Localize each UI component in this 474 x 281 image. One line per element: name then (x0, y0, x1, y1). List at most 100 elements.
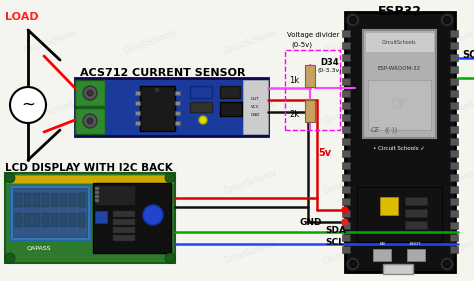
Bar (69, 193, 76, 207)
Bar (93, 183, 171, 253)
Text: CircuitSchools/: CircuitSchools/ (122, 167, 178, 195)
Circle shape (83, 114, 97, 128)
Bar (113, 227, 135, 233)
Circle shape (342, 207, 348, 213)
Bar (342, 210, 350, 217)
Bar (342, 222, 350, 229)
Bar (42, 193, 49, 207)
Bar (95, 195, 99, 198)
Bar (342, 30, 350, 37)
Bar (10, 185, 90, 240)
Circle shape (440, 13, 454, 27)
Bar (342, 66, 350, 73)
Bar (373, 249, 391, 261)
Text: CircuitSchools/: CircuitSchools/ (422, 27, 474, 55)
Bar (450, 174, 458, 181)
Bar (405, 221, 427, 229)
Circle shape (165, 173, 175, 183)
Bar (450, 138, 458, 145)
Bar (175, 101, 180, 105)
Bar (75, 78, 268, 136)
Bar (285, 50, 340, 130)
Circle shape (346, 13, 360, 27)
Bar (190, 86, 212, 98)
Bar (135, 91, 140, 95)
Text: 1k: 1k (289, 76, 299, 85)
Circle shape (444, 17, 450, 24)
Bar (33, 193, 40, 207)
Text: 5v: 5v (318, 148, 331, 158)
Bar (405, 209, 427, 217)
Bar (51, 193, 58, 207)
Bar (95, 191, 99, 194)
Text: CircuitSchools/: CircuitSchools/ (322, 237, 378, 265)
Circle shape (87, 118, 93, 124)
Text: CircuitSchools: CircuitSchools (382, 40, 416, 44)
Bar (305, 65, 315, 87)
Bar (42, 213, 49, 227)
Bar (342, 42, 350, 49)
Bar (243, 80, 268, 134)
Circle shape (440, 257, 454, 271)
Text: OUT
VCC
GND: OUT VCC GND (250, 98, 260, 117)
Circle shape (199, 116, 207, 124)
Text: Voltage divider: Voltage divider (287, 32, 339, 38)
Text: CircuitSchools/: CircuitSchools/ (322, 27, 378, 55)
Bar (450, 222, 458, 229)
Bar (135, 111, 140, 115)
Bar (113, 219, 135, 225)
Bar (345, 12, 455, 272)
Circle shape (5, 173, 15, 183)
Text: CircuitSchools/: CircuitSchools/ (422, 97, 474, 125)
Bar (95, 199, 99, 202)
Bar (407, 249, 425, 261)
Bar (450, 54, 458, 61)
Bar (368, 80, 431, 130)
Text: CircuitSchools/: CircuitSchools/ (122, 237, 178, 265)
Text: CircuitSchools/: CircuitSchools/ (222, 27, 278, 55)
Text: CircuitSchools/: CircuitSchools/ (222, 97, 278, 125)
Bar (69, 213, 76, 227)
Bar (365, 32, 434, 52)
Bar (5, 173, 175, 263)
Bar (342, 78, 350, 85)
Text: CircuitSchools/: CircuitSchools/ (122, 27, 178, 55)
Circle shape (154, 87, 160, 93)
Bar (342, 246, 350, 253)
Bar (190, 102, 212, 112)
Circle shape (342, 219, 348, 225)
Text: CircuitSchools/: CircuitSchools/ (422, 237, 474, 265)
Bar (75, 108, 105, 134)
Text: ~: ~ (21, 96, 35, 114)
Circle shape (346, 257, 360, 271)
Bar (7, 175, 173, 183)
Text: LCD DISPLAY WITH I2C BACK: LCD DISPLAY WITH I2C BACK (5, 163, 173, 173)
Bar (15, 213, 22, 227)
Text: CircuitSchools/: CircuitSchools/ (22, 97, 78, 125)
Text: ESP-WROOM-32: ESP-WROOM-32 (377, 65, 420, 71)
Text: CircuitSchools/: CircuitSchools/ (22, 27, 78, 55)
Bar (342, 138, 350, 145)
Text: CircuitSchools/: CircuitSchools/ (22, 237, 78, 265)
Bar (383, 264, 413, 274)
Text: QAPASS: QAPASS (27, 245, 52, 250)
Bar (135, 121, 140, 125)
Text: D34: D34 (320, 58, 338, 67)
Bar (342, 126, 350, 133)
Text: SCL: SCL (325, 238, 344, 247)
Text: 2k: 2k (289, 110, 299, 119)
Bar (342, 234, 350, 241)
Circle shape (143, 205, 163, 225)
Circle shape (444, 260, 450, 268)
Text: LOAD: LOAD (5, 12, 38, 22)
Circle shape (5, 253, 15, 263)
Text: (0-3.3v): (0-3.3v) (318, 68, 343, 73)
Text: CircuitSchools/: CircuitSchools/ (222, 167, 278, 195)
Bar (450, 210, 458, 217)
Bar (342, 114, 350, 121)
Bar (342, 150, 350, 157)
Bar (175, 91, 180, 95)
Bar (78, 193, 85, 207)
Text: GND: GND (300, 218, 322, 227)
Text: ESP32: ESP32 (378, 5, 422, 18)
